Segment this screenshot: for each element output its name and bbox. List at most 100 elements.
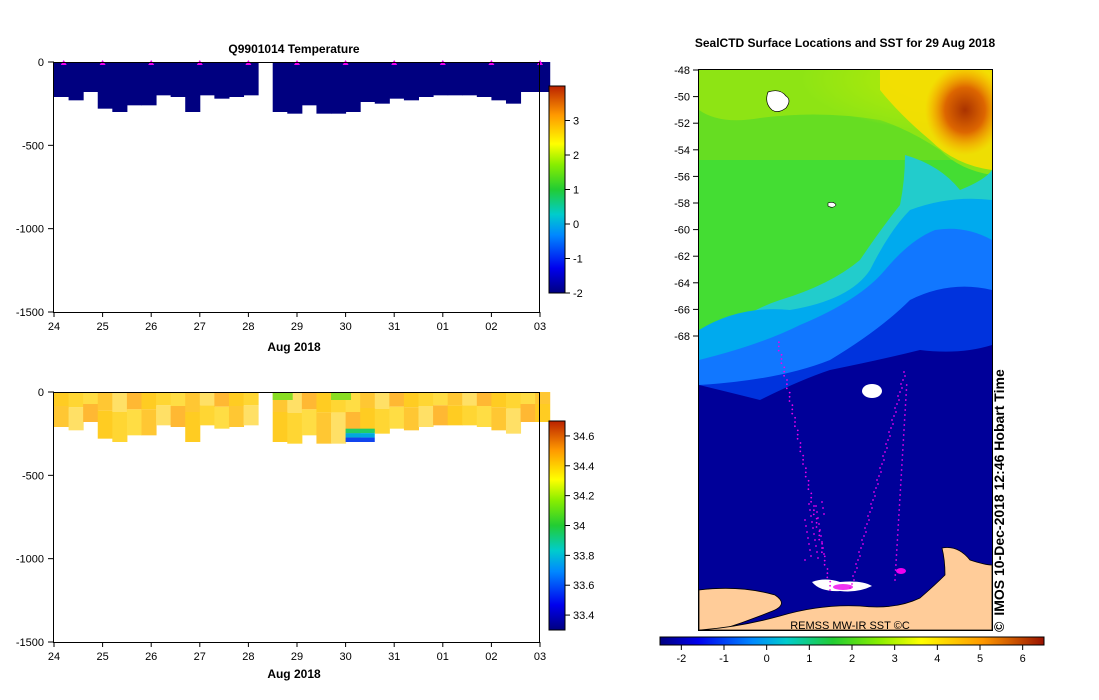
x-tick-label: 31 — [388, 651, 400, 663]
temperature-profile-column — [287, 62, 303, 114]
seal-location — [805, 525, 807, 527]
colorbar-tick-label: -2 — [573, 288, 583, 300]
seal-location — [799, 442, 802, 444]
salinity-profile-column-deep — [462, 405, 478, 426]
x-tick-label: 27 — [194, 321, 206, 333]
seal-location — [900, 474, 903, 476]
sst-colorbar — [659, 636, 1045, 646]
colorbar-tick-label: 33.4 — [573, 610, 594, 622]
colorbar-tick-label: 0 — [573, 219, 579, 231]
temperature-profile-column — [156, 62, 172, 96]
temperature-profile-column — [68, 62, 84, 101]
seal-location — [820, 535, 822, 537]
seal-location — [853, 579, 855, 581]
salinity-profile-column — [141, 392, 157, 410]
seal-location — [902, 434, 905, 436]
salinity-profile-column — [97, 392, 113, 411]
seal-location — [903, 429, 905, 431]
seal-location — [883, 459, 885, 461]
lat-tick-label: -60 — [674, 225, 690, 237]
salinity-panel: 0 -500 -1000 -1500 24 25 26 27 28 29 30 31 01 02 03 A… — [16, 387, 595, 681]
seal-location — [807, 479, 810, 482]
seal-location — [894, 569, 897, 571]
seal-location — [862, 543, 864, 545]
y-tick-label: 0 — [38, 387, 44, 399]
seal-location — [868, 519, 870, 521]
salinity-profile-column — [447, 392, 463, 406]
credit-text: ©IMOS 10-Dec-2018 12:46 Hobart Time — [991, 369, 1007, 632]
colorbar-tick-label: 34 — [573, 521, 585, 533]
seal-location — [895, 549, 898, 551]
temperature-profile-column — [185, 62, 201, 112]
seal-location — [889, 435, 891, 437]
salinity-profile-column-deep — [112, 412, 128, 442]
seal-location — [887, 439, 889, 441]
temperature-profile-column — [97, 62, 113, 109]
seal-location — [898, 499, 901, 501]
seal-location — [783, 370, 786, 373]
seal-location — [788, 400, 791, 402]
salinity-profile-column-deep — [185, 412, 201, 442]
seal-location — [799, 446, 802, 449]
salinity-profile-column — [520, 392, 536, 404]
salinity-profile-column — [403, 392, 419, 408]
seal-location — [896, 544, 898, 546]
seal-location — [898, 399, 900, 401]
seal-location — [886, 447, 888, 449]
seal-location — [856, 567, 858, 569]
seal-location — [811, 521, 813, 523]
seal-location — [786, 379, 788, 381]
lat-tick-label: -54 — [674, 145, 690, 157]
salinity-surface-patch — [331, 392, 352, 400]
temperature-profile-column — [360, 62, 376, 102]
seal-location — [807, 484, 810, 486]
temperature-x-axis: 24 25 26 27 28 29 30 31 01 02 03 — [48, 312, 546, 333]
x-tick-label: 24 — [48, 321, 60, 333]
x-tick-label: 26 — [145, 651, 157, 663]
seal-location — [810, 555, 812, 557]
salinity-profile-column-deep — [97, 410, 113, 439]
colorbar-tick-label: 34.2 — [573, 491, 594, 503]
temperature-y-axis: 0 -500 -1000 -1500 — [16, 57, 54, 319]
seal-location — [901, 464, 903, 466]
seal-location — [900, 479, 902, 481]
sst-tick-label: -2 — [676, 653, 686, 665]
temperature-profile-column — [462, 62, 478, 96]
salinity-profile-column — [433, 392, 449, 406]
temperature-profile-column — [331, 62, 347, 114]
seal-location — [807, 488, 810, 491]
x-tick-label: 01 — [437, 321, 449, 333]
salinity-profile-column-deep — [331, 412, 347, 444]
y-tick-label: -500 — [22, 140, 44, 152]
seal-location — [804, 519, 806, 521]
salinity-profile-column — [462, 392, 478, 406]
seal-location — [851, 583, 853, 585]
seal-location — [898, 514, 900, 516]
colorbar-tick-label: 34.4 — [573, 461, 594, 473]
seal-location — [821, 542, 823, 545]
x-tick-label: 29 — [291, 651, 303, 663]
salinity-profile-column-deep — [360, 408, 376, 432]
colorbar-tick-label: 3 — [573, 116, 579, 128]
seal-location-cluster — [896, 568, 906, 574]
seal-location — [802, 458, 804, 461]
seal-location — [897, 529, 899, 531]
colorbar-tick-label: 34.6 — [573, 431, 594, 443]
seal-location — [813, 533, 815, 535]
seal-location — [829, 580, 832, 583]
x-tick-label: 30 — [339, 651, 351, 663]
seal-location — [896, 534, 899, 536]
seal-location — [791, 408, 794, 411]
temperature-profile-column — [199, 62, 215, 96]
seal-location — [897, 395, 899, 397]
seal-location — [780, 358, 783, 360]
seal-location — [855, 563, 857, 565]
seal-location — [812, 527, 814, 529]
seal-location — [815, 545, 817, 547]
salinity-profiles — [54, 392, 551, 444]
salinity-profile-column-deep — [374, 408, 390, 434]
seal-location — [864, 527, 866, 529]
seal-location — [894, 579, 896, 581]
sst-tick-label: 1 — [806, 653, 812, 665]
salinity-profile-column-deep — [433, 405, 449, 426]
